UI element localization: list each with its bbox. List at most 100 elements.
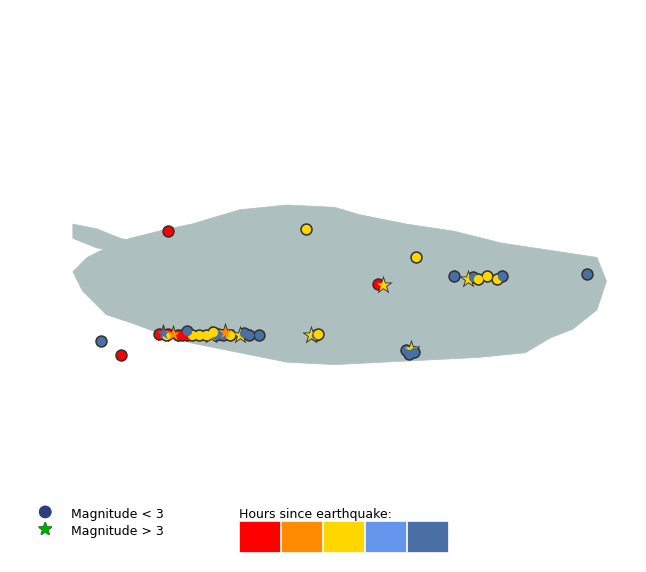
Point: [411, 253, 421, 262]
Point: [163, 227, 173, 236]
FancyBboxPatch shape: [281, 521, 322, 552]
Text: Hours since earthquake:: Hours since earthquake:: [239, 509, 392, 521]
Point: [213, 329, 224, 338]
Point: [306, 330, 317, 339]
Point: [373, 279, 383, 288]
Text: Magnitude > 3: Magnitude > 3: [71, 526, 164, 538]
Point: [377, 280, 388, 289]
FancyBboxPatch shape: [407, 521, 448, 552]
Polygon shape: [73, 224, 192, 267]
Point: [213, 329, 224, 338]
Point: [468, 273, 478, 282]
Point: [244, 330, 255, 339]
Point: [373, 279, 383, 288]
Point: [158, 328, 169, 337]
Point: [306, 330, 317, 339]
Point: [408, 347, 419, 356]
Point: [154, 329, 164, 338]
Point: [401, 345, 412, 355]
Point: [313, 329, 324, 338]
Point: [163, 329, 173, 338]
Point: [182, 326, 193, 335]
FancyBboxPatch shape: [365, 521, 406, 552]
Point: [406, 344, 416, 353]
Point: [313, 329, 324, 338]
Point: [406, 344, 416, 353]
Point: [311, 331, 321, 340]
Point: [161, 330, 171, 339]
Point: [404, 349, 414, 358]
Point: [40, 525, 50, 534]
Point: [182, 326, 193, 335]
Text: 36-48: 36-48: [410, 531, 445, 541]
Point: [225, 331, 235, 340]
Point: [208, 328, 218, 337]
Point: [206, 330, 216, 339]
Point: [473, 275, 483, 284]
Point: [582, 269, 592, 279]
Point: [201, 330, 211, 339]
Point: [201, 330, 211, 339]
Point: [163, 329, 173, 338]
Point: [187, 330, 197, 339]
Point: [253, 330, 264, 339]
Point: [463, 275, 474, 284]
Point: [492, 275, 502, 284]
Text: 4-12: 4-12: [287, 531, 315, 541]
Point: [234, 331, 245, 340]
Text: Magnitude < 3: Magnitude < 3: [71, 509, 164, 521]
Point: [463, 275, 474, 284]
Point: [211, 330, 221, 339]
Polygon shape: [73, 205, 607, 364]
Point: [582, 269, 592, 279]
Point: [482, 272, 492, 281]
Point: [168, 329, 178, 338]
Point: [116, 351, 126, 360]
Point: [116, 351, 126, 360]
Point: [449, 272, 459, 281]
Point: [301, 224, 311, 233]
Point: [239, 328, 249, 337]
Point: [253, 330, 264, 339]
Point: [96, 336, 107, 345]
Text: 0-4: 0-4: [249, 531, 269, 541]
Point: [172, 330, 183, 339]
Text: 12-24: 12-24: [326, 531, 361, 541]
Point: [177, 331, 187, 340]
Point: [497, 272, 507, 281]
Point: [225, 331, 235, 340]
FancyBboxPatch shape: [239, 521, 280, 552]
Point: [177, 331, 187, 340]
Point: [311, 331, 321, 340]
FancyBboxPatch shape: [323, 521, 364, 552]
Point: [182, 331, 193, 340]
Point: [411, 253, 421, 262]
Point: [182, 331, 193, 340]
Point: [154, 329, 164, 338]
Point: [163, 227, 173, 236]
Point: [220, 328, 231, 337]
Point: [404, 349, 414, 358]
Point: [187, 330, 197, 339]
Point: [401, 345, 412, 355]
Text: 24-36: 24-36: [368, 531, 403, 541]
Point: [194, 330, 204, 339]
Point: [218, 330, 228, 339]
Point: [497, 272, 507, 281]
Point: [449, 272, 459, 281]
Point: [172, 330, 183, 339]
Point: [377, 280, 388, 289]
Point: [220, 328, 231, 337]
Point: [218, 330, 228, 339]
Point: [301, 224, 311, 233]
Point: [244, 330, 255, 339]
Point: [96, 336, 107, 345]
Point: [206, 330, 216, 339]
Point: [40, 507, 50, 517]
Point: [168, 329, 178, 338]
Point: [211, 330, 221, 339]
Point: [194, 330, 204, 339]
Point: [408, 347, 419, 356]
Point: [468, 273, 478, 282]
Point: [473, 275, 483, 284]
